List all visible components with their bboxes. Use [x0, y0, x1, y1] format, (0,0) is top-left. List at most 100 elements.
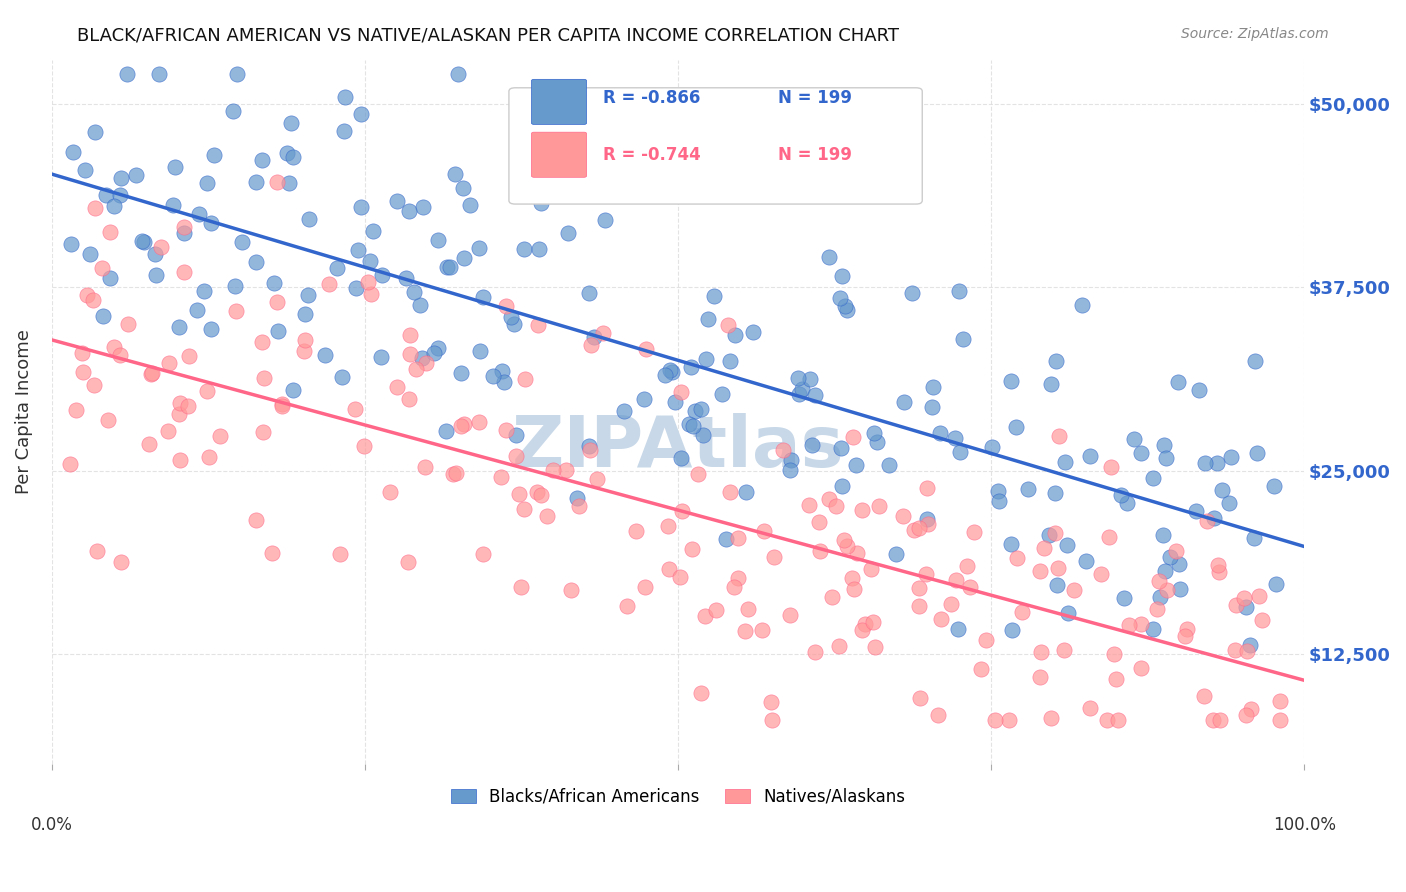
- Point: [98, 270, 121, 285]
- Point: [505, 428, 527, 442]
- Text: BLACK/AFRICAN AMERICAN VS NATIVE/ALASKAN PER CAPITA INCOME CORRELATION CHART: BLACK/AFRICAN AMERICAN VS NATIVE/ALASKAN…: [77, 27, 900, 45]
- Point: [1047, 428, 1070, 442]
- Point: [1000, 537, 1022, 551]
- Point: [173, 226, 195, 240]
- Legend: Blacks/African Americans, Natives/Alaskans: Blacks/African Americans, Natives/Alaska…: [444, 781, 911, 813]
- Point: [678, 417, 700, 431]
- Point: [276, 145, 298, 160]
- Point: [734, 624, 756, 639]
- Point: [862, 615, 884, 629]
- Point: [946, 622, 969, 636]
- Point: [893, 394, 915, 409]
- Point: [988, 494, 1011, 508]
- Point: [1116, 496, 1139, 510]
- Point: [901, 285, 924, 300]
- Point: [333, 124, 356, 138]
- Point: [1175, 623, 1198, 637]
- Point: [131, 235, 153, 249]
- Point: [402, 285, 425, 299]
- Point: [60, 237, 83, 252]
- Point: [1192, 690, 1215, 704]
- Point: [1202, 511, 1225, 525]
- Point: [1149, 591, 1171, 605]
- Point: [200, 216, 222, 230]
- Point: [148, 67, 170, 81]
- Point: [83, 378, 105, 392]
- Point: [1240, 702, 1263, 716]
- Point: [76, 287, 98, 301]
- Point: [1004, 420, 1026, 434]
- Point: [1078, 449, 1101, 463]
- Point: [578, 285, 600, 300]
- Point: [543, 463, 565, 477]
- Point: [329, 547, 352, 561]
- Point: [513, 501, 536, 516]
- Point: [921, 401, 943, 415]
- Point: [1109, 488, 1132, 502]
- Point: [1118, 617, 1140, 632]
- Point: [489, 469, 512, 483]
- Point: [915, 481, 938, 495]
- Point: [124, 169, 146, 183]
- Point: [842, 582, 865, 596]
- Point: [834, 300, 856, 314]
- Point: [1039, 377, 1062, 392]
- Point: [1053, 642, 1076, 657]
- Point: [863, 640, 886, 654]
- Point: [415, 356, 437, 370]
- Point: [633, 392, 655, 406]
- Point: [1029, 670, 1052, 684]
- Point: [409, 298, 432, 312]
- Point: [695, 352, 717, 367]
- Point: [198, 450, 221, 465]
- Point: [949, 445, 972, 459]
- Point: [1029, 564, 1052, 578]
- Point: [845, 458, 868, 472]
- Point: [263, 276, 285, 290]
- Point: [718, 485, 741, 500]
- Point: [188, 207, 211, 221]
- Point: [579, 442, 602, 457]
- Point: [278, 176, 301, 190]
- Point: [1168, 557, 1191, 571]
- Point: [1130, 617, 1153, 632]
- Point: [86, 544, 108, 558]
- Point: [1225, 643, 1247, 657]
- Point: [1185, 504, 1208, 518]
- Point: [907, 599, 929, 614]
- Point: [835, 303, 858, 318]
- Point: [526, 485, 548, 500]
- Point: [226, 67, 249, 81]
- Point: [527, 242, 550, 256]
- Point: [974, 632, 997, 647]
- Point: [453, 251, 475, 265]
- Point: [706, 602, 728, 616]
- Point: [108, 188, 131, 202]
- Point: [117, 317, 139, 331]
- Point: [1045, 354, 1067, 368]
- Point: [686, 467, 709, 482]
- Point: [962, 524, 984, 539]
- Point: [1123, 432, 1146, 446]
- Point: [96, 187, 118, 202]
- Point: [195, 176, 218, 190]
- Point: [790, 382, 813, 396]
- Point: [1056, 538, 1078, 552]
- Point: [186, 303, 208, 318]
- Point: [370, 351, 392, 365]
- Point: [695, 608, 717, 623]
- Point: [685, 404, 707, 418]
- Point: [799, 372, 821, 386]
- Point: [787, 370, 810, 384]
- Point: [65, 402, 87, 417]
- Point: [350, 200, 373, 214]
- Point: [1046, 560, 1069, 574]
- Point: [1174, 629, 1197, 643]
- Point: [494, 375, 516, 389]
- Point: [697, 311, 720, 326]
- Point: [1164, 543, 1187, 558]
- Point: [842, 430, 865, 444]
- Point: [70, 345, 93, 359]
- Point: [654, 368, 676, 382]
- Point: [245, 513, 267, 527]
